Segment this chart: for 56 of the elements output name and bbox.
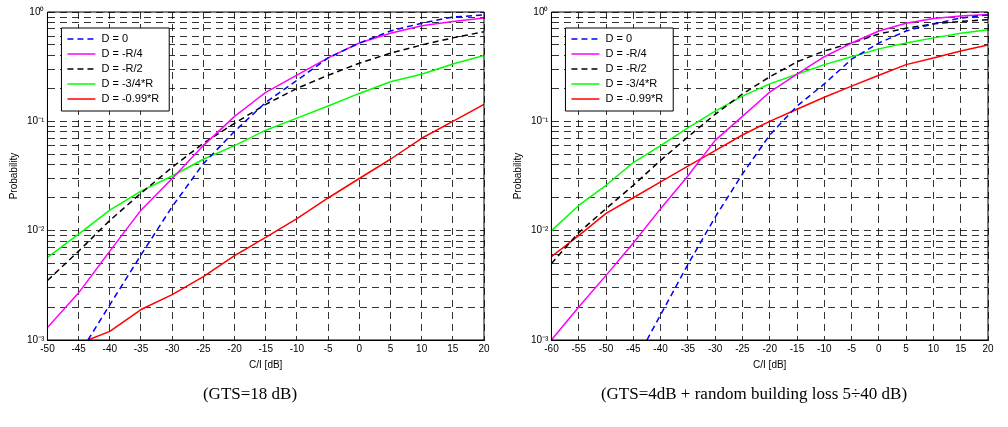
legend-label: D = 0 bbox=[605, 32, 633, 45]
x-tick-label: 0 bbox=[876, 342, 883, 354]
x-tick-label: -35 bbox=[680, 342, 696, 354]
x-tick-label: 20 bbox=[478, 342, 490, 354]
x-tick-label: -10 bbox=[817, 342, 832, 354]
legend-label: D = -0.99*R bbox=[605, 92, 664, 105]
legend-label: D = -3/4*R bbox=[101, 77, 154, 90]
y-tick-label: 10⁻¹ bbox=[27, 115, 46, 127]
y-tick-label: 10⁰ bbox=[533, 5, 549, 17]
x-tick-label: -20 bbox=[762, 342, 778, 354]
x-tick-label: -30 bbox=[164, 342, 180, 354]
x-tick-label: 5 bbox=[903, 342, 910, 354]
x-tick-label: 10 bbox=[927, 342, 940, 354]
x-tick-label: 0 bbox=[356, 342, 363, 354]
x-tick-label: -5 bbox=[847, 342, 857, 354]
x-tick-label: -35 bbox=[133, 342, 149, 354]
x-tick-label: -50 bbox=[40, 342, 56, 354]
legend-label: D = 0 bbox=[101, 32, 129, 45]
x-tick-label: -5 bbox=[323, 342, 333, 354]
y-tick-label: 10⁻² bbox=[27, 224, 46, 236]
x-tick-label: -25 bbox=[196, 342, 212, 354]
legend-label: D = -3/4*R bbox=[605, 77, 658, 90]
x-tick-label: -15 bbox=[258, 342, 274, 354]
x-tick-label: -50 bbox=[598, 342, 614, 354]
y-tick-label: 10⁻² bbox=[531, 224, 550, 236]
y-tick-label: 10⁻³ bbox=[531, 333, 550, 345]
y-axis-title: Probability bbox=[511, 152, 523, 200]
text: (GTS=4dB + random building loss 5÷40 dB) bbox=[599, 384, 909, 404]
legend-label: D = -0.99*R bbox=[101, 92, 160, 105]
x-tick-label: -25 bbox=[735, 342, 751, 354]
x-tick-label: -55 bbox=[571, 342, 587, 354]
x-tick-label: 10 bbox=[416, 342, 428, 354]
y-tick-label: 10⁻¹ bbox=[531, 115, 550, 127]
x-tick-label: -30 bbox=[707, 342, 723, 354]
x-tick-label: -40 bbox=[102, 342, 118, 354]
legend-label: D = -R/4 bbox=[101, 47, 143, 60]
x-tick-label: -20 bbox=[227, 342, 243, 354]
x-tick-label: -10 bbox=[289, 342, 305, 354]
legend-label: D = -R/4 bbox=[605, 47, 647, 60]
x-tick-label: -60 bbox=[544, 342, 560, 354]
y-tick-label: 10⁻³ bbox=[27, 333, 46, 345]
x-tick-label: -45 bbox=[71, 342, 87, 354]
x-axis-title: C/I [dB] bbox=[249, 358, 283, 370]
x-tick-label: 5 bbox=[387, 342, 394, 354]
x-tick-label: 20 bbox=[982, 342, 994, 354]
text: (GTS=18 dB) bbox=[201, 384, 299, 404]
x-axis-title: C/I [dB] bbox=[753, 358, 787, 370]
legend-label: D = -R/2 bbox=[101, 62, 143, 75]
x-tick-label: -40 bbox=[653, 342, 669, 354]
x-tick-label: -15 bbox=[789, 342, 805, 354]
y-axis-title: Probability bbox=[7, 152, 19, 200]
x-tick-label: -45 bbox=[626, 342, 641, 354]
legend-label: D = -R/2 bbox=[605, 62, 647, 75]
x-tick-label: 15 bbox=[955, 342, 967, 354]
x-tick-label: 15 bbox=[447, 342, 459, 354]
y-tick-label: 10⁰ bbox=[29, 5, 45, 17]
